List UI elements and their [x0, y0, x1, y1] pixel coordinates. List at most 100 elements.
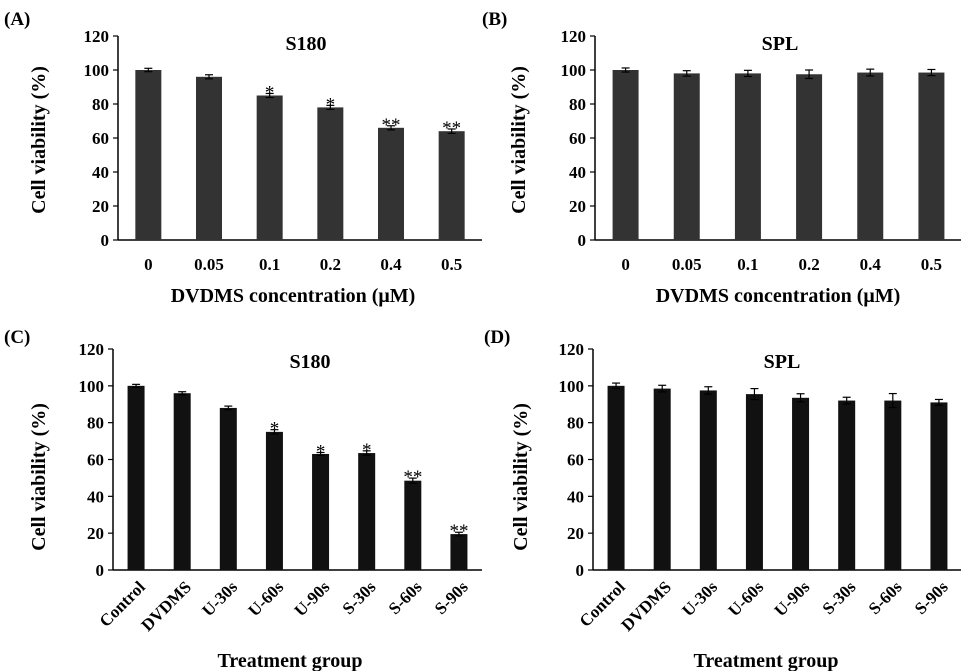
y-tick-label: 0: [578, 231, 587, 250]
significance-marker: *: [316, 442, 326, 463]
panel-d-ylabel: Cell viability (%): [510, 403, 532, 551]
bar: [404, 480, 422, 570]
category-label: 0.1: [737, 255, 758, 274]
significance-marker: **: [449, 521, 468, 542]
category-label: 0.05: [672, 255, 702, 274]
category-label: 0.4: [380, 255, 402, 274]
y-tick-label: 100: [561, 61, 587, 80]
y-tick-label: 60: [567, 451, 584, 470]
panel-c-title: S180: [289, 351, 330, 373]
category-label: DVDMS: [617, 577, 675, 635]
bar: [196, 76, 222, 240]
category-label: U-90s: [771, 577, 814, 620]
category-label: 0: [621, 255, 630, 274]
category-label: 0.1: [259, 255, 280, 274]
bar: [612, 70, 639, 240]
bar: [734, 73, 761, 241]
category-label: 0.5: [921, 255, 942, 274]
y-tick-label: 40: [87, 487, 104, 506]
bar: [317, 107, 344, 241]
significance-marker: *: [265, 82, 275, 103]
y-tick-label: 120: [559, 340, 585, 359]
panel-c-ylabel: Cell viability (%): [28, 403, 50, 551]
bar: [930, 402, 948, 570]
category-label: S-60s: [385, 577, 426, 618]
y-tick-label: 120: [84, 27, 110, 46]
significance-marker: **: [382, 115, 401, 136]
y-tick-label: 100: [84, 61, 110, 80]
category-label: S-30s: [339, 577, 380, 618]
y-tick-label: 80: [569, 95, 586, 114]
y-tick-label: 80: [87, 414, 104, 433]
significance-marker: *: [270, 419, 280, 440]
bar: [173, 393, 191, 570]
panel-b-xlabel: DVDMS concentration (μM): [656, 285, 901, 307]
category-label: 0.2: [798, 255, 819, 274]
category-label: S-90s: [911, 577, 952, 618]
category-label: 0: [144, 255, 153, 274]
bar: [135, 70, 162, 240]
y-tick-label: 60: [87, 451, 104, 470]
category-label: S-60s: [865, 577, 906, 618]
category-label: U-90s: [291, 577, 334, 620]
category-label: U-60s: [244, 577, 287, 620]
bar: [653, 388, 671, 570]
significance-marker: **: [403, 467, 422, 488]
category-label: 0.05: [194, 255, 224, 274]
panel-c: (C) S180 Cell viability (%) Treatment gr…: [4, 327, 482, 671]
y-tick-label: 0: [576, 561, 585, 580]
bar: [857, 72, 884, 240]
y-tick-label: 80: [567, 414, 584, 433]
bar: [256, 95, 283, 240]
panel-b-ylabel: Cell viability (%): [508, 66, 530, 214]
y-tick-label: 60: [569, 129, 586, 148]
panel-b-title: SPL: [762, 33, 799, 55]
panel-a-ylabel: Cell viability (%): [28, 66, 50, 214]
y-tick-label: 20: [87, 524, 104, 543]
category-label: S-30s: [819, 577, 860, 618]
panel-d-title: SPL: [764, 351, 801, 373]
bar: [796, 74, 823, 240]
panel-d-xlabel: Treatment group: [694, 650, 839, 671]
bar: [378, 127, 404, 240]
bar: [673, 73, 700, 241]
panel-a-title: S180: [285, 33, 326, 55]
bar: [312, 453, 330, 570]
category-label: 0.4: [860, 255, 882, 274]
bar: [884, 400, 902, 570]
category-label: 0.2: [320, 255, 341, 274]
bar: [265, 431, 283, 570]
panel-c-xlabel: Treatment group: [218, 650, 363, 671]
bar: [127, 385, 145, 570]
y-tick-label: 40: [567, 487, 584, 506]
y-tick-label: 20: [569, 197, 586, 216]
category-label: 0.5: [441, 255, 462, 274]
panel-a-label: (A): [4, 9, 30, 30]
y-tick-label: 40: [569, 163, 586, 182]
panel-b: (B) SPL Cell viability (%) DVDMS concent…: [482, 9, 961, 307]
bar: [838, 400, 856, 570]
bar: [918, 72, 945, 240]
y-tick-label: 20: [567, 524, 584, 543]
bar: [219, 407, 237, 570]
y-tick-label: 100: [559, 377, 585, 396]
bar: [745, 394, 763, 570]
y-tick-label: 60: [92, 129, 109, 148]
significance-marker: *: [362, 440, 372, 461]
category-label: U-60s: [724, 577, 767, 620]
y-tick-label: 0: [96, 561, 105, 580]
y-tick-label: 20: [92, 197, 109, 216]
bar: [358, 453, 376, 570]
y-tick-label: 100: [79, 377, 105, 396]
y-tick-label: 120: [79, 340, 105, 359]
panel-a: (A) S180 Cell viability (%) DVDMS concen…: [4, 9, 482, 307]
bar: [792, 397, 810, 570]
y-tick-label: 40: [92, 163, 109, 182]
bar: [607, 385, 625, 570]
bar: [699, 390, 717, 570]
bar: [438, 131, 465, 240]
panel-b-label: (B): [482, 9, 507, 30]
significance-marker: **: [442, 118, 461, 139]
y-tick-label: 120: [561, 27, 587, 46]
